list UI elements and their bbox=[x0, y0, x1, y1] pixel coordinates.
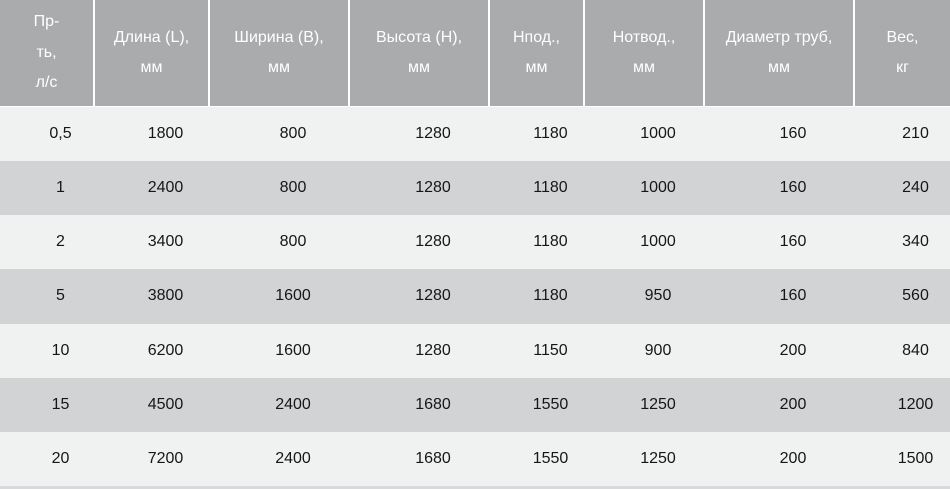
header-cell-length: Длина (L), мм bbox=[95, 0, 210, 107]
table-row: 0,5 1800 800 1280 1180 1000 160 210 bbox=[0, 107, 950, 162]
cell-pipe-diameter: 200 bbox=[705, 431, 855, 486]
header-row: Пр- ть, л/с Длина (L), мм Ширина (B), мм… bbox=[0, 0, 950, 107]
header-cell-width: Ширина (B), мм bbox=[210, 0, 350, 107]
cell-h-outlet: 900 bbox=[585, 323, 705, 378]
cell-height: 1280 bbox=[350, 107, 490, 162]
cell-height: 1280 bbox=[350, 323, 490, 378]
cell-width: 800 bbox=[210, 107, 350, 162]
cell-pipe-diameter: 160 bbox=[705, 215, 855, 270]
cell-h-inlet: 1180 bbox=[490, 161, 585, 216]
cell-h-inlet: 1180 bbox=[490, 107, 585, 162]
cell-height: 1280 bbox=[350, 215, 490, 270]
cell-length: 4500 bbox=[95, 377, 210, 432]
table-row: 20 7200 2400 1680 1550 1250 200 1500 bbox=[0, 431, 950, 486]
cell-length: 2400 bbox=[95, 161, 210, 216]
cell-width: 1600 bbox=[210, 323, 350, 378]
cell-width: 800 bbox=[210, 161, 350, 216]
table-row: 1 2400 800 1280 1180 1000 160 240 bbox=[0, 161, 950, 216]
cell-height: 1680 bbox=[350, 431, 490, 486]
cell-length: 3400 bbox=[95, 215, 210, 270]
table-row: 10 6200 1600 1280 1150 900 200 840 bbox=[0, 323, 950, 378]
cell-length: 7200 bbox=[95, 431, 210, 486]
cell-height: 1680 bbox=[350, 377, 490, 432]
cell-pipe-diameter: 200 bbox=[705, 377, 855, 432]
header-cell-h-outlet: Нотвод., мм bbox=[585, 0, 705, 107]
cell-performance: 15 bbox=[0, 377, 95, 432]
cell-performance: 2 bbox=[0, 215, 95, 270]
cell-pipe-diameter: 160 bbox=[705, 161, 855, 216]
cell-weight: 560 bbox=[855, 269, 950, 324]
cell-height: 1280 bbox=[350, 161, 490, 216]
cell-weight: 1200 bbox=[855, 377, 950, 432]
table-header: Пр- ть, л/с Длина (L), мм Ширина (B), мм… bbox=[0, 0, 950, 107]
cell-h-inlet: 1180 bbox=[490, 215, 585, 270]
cell-height: 1280 bbox=[350, 269, 490, 324]
cell-pipe-diameter: 160 bbox=[705, 269, 855, 324]
cell-performance: 20 bbox=[0, 431, 95, 486]
cell-width: 2400 bbox=[210, 431, 350, 486]
header-cell-pipe-diameter: Диаметр труб, мм bbox=[705, 0, 855, 107]
cell-performance: 1 bbox=[0, 161, 95, 216]
table-body: 0,5 1800 800 1280 1180 1000 160 210 1 24… bbox=[0, 107, 950, 486]
cell-length: 1800 bbox=[95, 107, 210, 162]
cell-h-inlet: 1150 bbox=[490, 323, 585, 378]
next-row-edge bbox=[0, 486, 950, 489]
cell-h-outlet: 1000 bbox=[585, 161, 705, 216]
table-row: 15 4500 2400 1680 1550 1250 200 1200 bbox=[0, 377, 950, 432]
cell-h-outlet: 950 bbox=[585, 269, 705, 324]
cell-pipe-diameter: 160 bbox=[705, 107, 855, 162]
cell-pipe-diameter: 200 bbox=[705, 323, 855, 378]
header-cell-performance: Пр- ть, л/с bbox=[0, 0, 95, 107]
cell-weight: 210 bbox=[855, 107, 950, 162]
table-row: 2 3400 800 1280 1180 1000 160 340 bbox=[0, 215, 950, 270]
cell-h-inlet: 1180 bbox=[490, 269, 585, 324]
cell-h-inlet: 1550 bbox=[490, 377, 585, 432]
cell-performance: 10 bbox=[0, 323, 95, 378]
cell-performance: 0,5 bbox=[0, 107, 95, 162]
cell-performance: 5 bbox=[0, 269, 95, 324]
cell-width: 800 bbox=[210, 215, 350, 270]
cell-weight: 1500 bbox=[855, 431, 950, 486]
cell-h-inlet: 1550 bbox=[490, 431, 585, 486]
cell-weight: 840 bbox=[855, 323, 950, 378]
cell-h-outlet: 1250 bbox=[585, 431, 705, 486]
cell-h-outlet: 1000 bbox=[585, 107, 705, 162]
cell-length: 3800 bbox=[95, 269, 210, 324]
cell-weight: 340 bbox=[855, 215, 950, 270]
header-cell-h-inlet: Нпод., мм bbox=[490, 0, 585, 107]
cell-weight: 240 bbox=[855, 161, 950, 216]
cell-width: 1600 bbox=[210, 269, 350, 324]
cell-width: 2400 bbox=[210, 377, 350, 432]
table-row: 5 3800 1600 1280 1180 950 160 560 bbox=[0, 269, 950, 324]
cell-length: 6200 bbox=[95, 323, 210, 378]
header-cell-height: Высота (H), мм bbox=[350, 0, 490, 107]
cell-h-outlet: 1000 bbox=[585, 215, 705, 270]
cell-h-outlet: 1250 bbox=[585, 377, 705, 432]
header-cell-weight: Вес, кг bbox=[855, 0, 950, 107]
